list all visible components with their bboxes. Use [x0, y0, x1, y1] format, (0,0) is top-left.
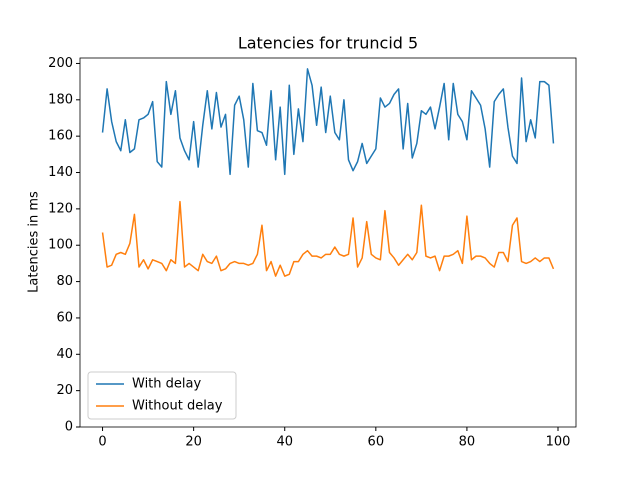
data-line — [101, 200, 555, 277]
x-tick-label: 80 — [459, 435, 476, 450]
legend-label: Without delay — [132, 399, 223, 414]
legend-box — [87, 371, 237, 420]
legend-label: With delay — [132, 377, 201, 392]
data-line — [101, 68, 555, 176]
y-tick-label: 60 — [56, 310, 73, 325]
y-tick-label: 160 — [48, 129, 73, 144]
x-tick-label: 40 — [276, 435, 293, 450]
y-tick-label: 40 — [56, 347, 73, 362]
x-tick-label: 100 — [546, 435, 571, 450]
y-tick-label: 80 — [56, 274, 73, 289]
y-tick-label: 0 — [65, 420, 73, 435]
y-tick-label: 200 — [48, 56, 73, 71]
y-tick-label: 20 — [56, 383, 73, 398]
x-tick-label: 20 — [185, 435, 202, 450]
x-tick-label: 60 — [368, 435, 385, 450]
y-axis-label: Latencies in ms — [27, 191, 42, 293]
y-tick-label: 120 — [48, 201, 73, 216]
axes-frame — [79, 57, 577, 428]
chart-title: Latencies for truncid 5 — [238, 34, 418, 53]
y-tick-label: 100 — [48, 238, 73, 253]
y-tick-label: 140 — [48, 165, 73, 180]
y-tick-label: 180 — [48, 92, 73, 107]
x-tick-label: 0 — [98, 435, 106, 450]
